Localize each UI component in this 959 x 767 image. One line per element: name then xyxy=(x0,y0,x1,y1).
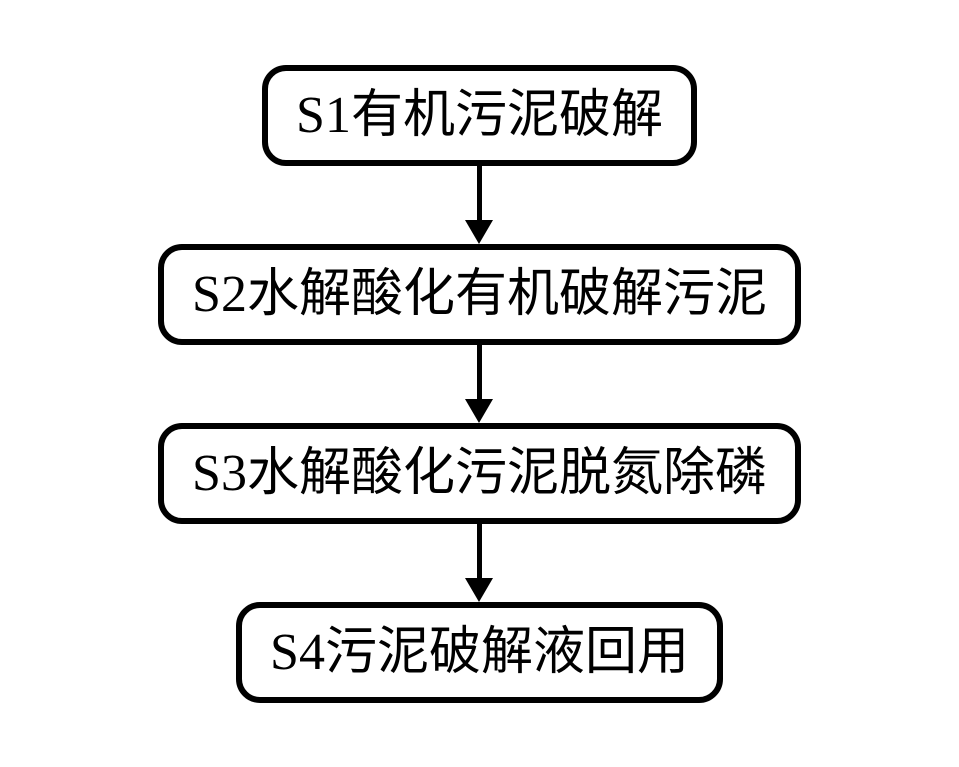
arrow-s2-s3 xyxy=(465,345,493,423)
step-s1-label: S1有机污泥破解 xyxy=(296,87,663,144)
arrow-line-icon xyxy=(477,345,482,401)
arrow-line-icon xyxy=(477,166,482,222)
arrow-head-icon xyxy=(465,220,493,244)
step-s2: S2水解酸化有机破解污泥 xyxy=(158,244,801,345)
arrow-head-icon xyxy=(465,399,493,423)
step-s3: S3水解酸化污泥脱氮除磷 xyxy=(158,423,801,524)
arrow-s1-s2 xyxy=(465,166,493,244)
step-s4: S4污泥破解液回用 xyxy=(236,602,723,703)
arrow-line-icon xyxy=(477,524,482,580)
flowchart-container: S1有机污泥破解 S2水解酸化有机破解污泥 S3水解酸化污泥脱氮除磷 S4污泥破… xyxy=(158,65,801,703)
arrow-head-icon xyxy=(465,578,493,602)
step-s4-label: S4污泥破解液回用 xyxy=(270,624,689,681)
step-s3-label: S3水解酸化污泥脱氮除磷 xyxy=(192,445,767,502)
step-s2-label: S2水解酸化有机破解污泥 xyxy=(192,266,767,323)
arrow-s3-s4 xyxy=(465,524,493,602)
step-s1: S1有机污泥破解 xyxy=(262,65,697,166)
